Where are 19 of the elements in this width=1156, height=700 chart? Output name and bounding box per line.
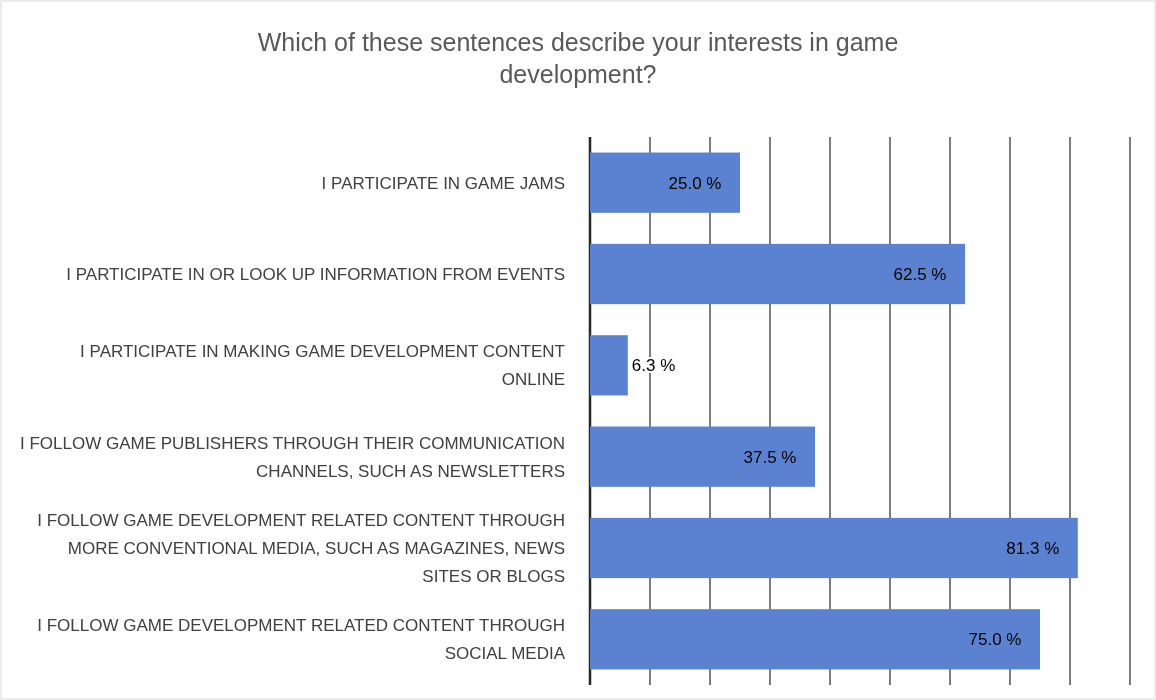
y-tick-label: I FOLLOW GAME DEVELOPMENT RELATED CONTENT THROUGH MORE CONVENTIONAL MEDIA, SUCH AS MAGAZINES, NEWS SITES OR BLOGS: [37, 510, 565, 586]
data-label: 37.5 %: [743, 447, 797, 467]
y-tick-label: I PARTICIPATE IN MAKING GAME DEVELOPMENT CONTENT ONLINE: [80, 342, 565, 390]
chart-title: Which of these sentences describe your interests in game development?: [257, 27, 899, 88]
y-tick-label: I FOLLOW GAME PUBLISHERS THROUGH THEIR COMMUNICATION CHANNELS, SUCH AS NEWSLETTERS: [20, 433, 565, 481]
y-tick-label: I PARTICIPATE IN GAME JAMS: [321, 173, 565, 193]
bar: [590, 243, 965, 305]
y-tick-label: I PARTICIPATE IN OR LOOK UP INFORMATION FROM EVENTS: [66, 264, 565, 284]
bar: [590, 517, 1078, 579]
data-label: 6.3 %: [631, 356, 676, 376]
bar: [590, 609, 1040, 670]
y-tick-label: I FOLLOW GAME DEVELOPMENT RELATED CONTENT THROUGH SOCIAL MEDIA: [37, 616, 566, 664]
data-label: 75.0 %: [968, 630, 1022, 650]
data-label: 62.5 %: [893, 264, 947, 284]
bar: [590, 152, 740, 213]
data-label: 81.3 %: [1006, 538, 1060, 558]
bar: [590, 426, 815, 487]
data-label: 25.0 %: [668, 173, 722, 193]
bar: [590, 335, 628, 396]
